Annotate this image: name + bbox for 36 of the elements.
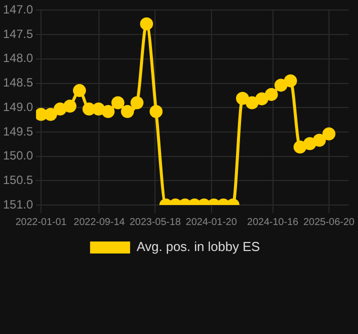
point <box>312 134 326 147</box>
y-tick-label: 148.0 <box>3 51 34 66</box>
point <box>92 102 106 116</box>
point <box>150 104 163 118</box>
point <box>44 108 58 121</box>
legend-label: Avg. pos. in lobby ES <box>136 239 260 254</box>
point <box>264 88 278 101</box>
point <box>63 100 76 113</box>
point <box>236 92 250 105</box>
y-tick-label: 147.0 <box>3 2 34 17</box>
point <box>246 96 259 110</box>
x-tick-label: 2022-01-01 <box>15 216 68 228</box>
y-tick-label: 147.5 <box>3 26 34 41</box>
x-tick-label: 2024-01-20 <box>186 216 238 228</box>
y-tick-label: 148.5 <box>3 76 34 90</box>
y-tick-label: 150.0 <box>3 148 34 163</box>
point <box>322 127 336 140</box>
point <box>111 96 124 110</box>
x-tick-label: 2025-06-20 <box>303 216 355 228</box>
x-tick-label: 2022-09-14 <box>74 216 126 228</box>
point <box>54 102 67 116</box>
y-tick-label: 149.0 <box>3 100 34 114</box>
y-tick-label: 151.0 <box>3 197 34 212</box>
point <box>130 96 144 110</box>
point <box>284 74 297 88</box>
x-tick-label: 2023-05-18 <box>130 216 182 228</box>
point <box>120 104 134 118</box>
y-tick-label: 150.5 <box>3 172 34 187</box>
point <box>274 78 288 92</box>
x-tick-label: 2024-10-16 <box>247 216 299 228</box>
point <box>102 104 115 118</box>
point <box>255 92 268 106</box>
point <box>303 137 316 150</box>
y-tick-label: 149.5 <box>3 124 34 138</box>
point <box>294 140 307 154</box>
point <box>72 84 86 98</box>
